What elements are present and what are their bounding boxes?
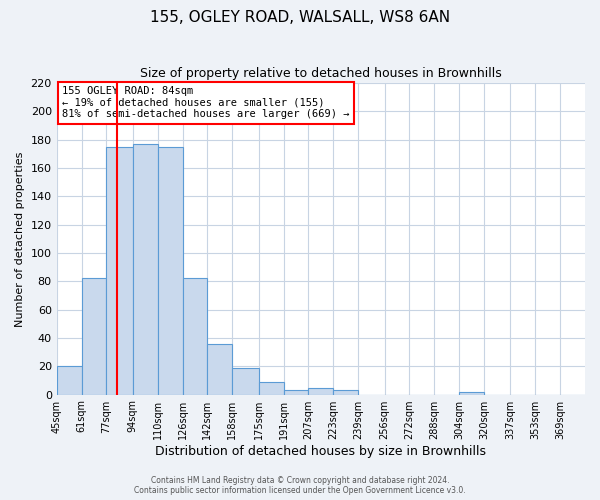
X-axis label: Distribution of detached houses by size in Brownhills: Distribution of detached houses by size … bbox=[155, 444, 487, 458]
Y-axis label: Number of detached properties: Number of detached properties bbox=[15, 151, 25, 326]
Bar bbox=[82, 278, 106, 394]
Bar bbox=[158, 147, 182, 394]
Bar bbox=[56, 366, 82, 394]
Text: Contains HM Land Registry data © Crown copyright and database right 2024.
Contai: Contains HM Land Registry data © Crown c… bbox=[134, 476, 466, 495]
Bar bbox=[308, 388, 333, 394]
Bar bbox=[106, 147, 133, 394]
Bar bbox=[333, 390, 358, 394]
Bar bbox=[284, 390, 308, 394]
Bar bbox=[208, 344, 232, 394]
Title: Size of property relative to detached houses in Brownhills: Size of property relative to detached ho… bbox=[140, 68, 502, 80]
Bar bbox=[182, 278, 208, 394]
Bar bbox=[259, 382, 284, 394]
Bar bbox=[232, 368, 259, 394]
Text: 155 OGLEY ROAD: 84sqm
← 19% of detached houses are smaller (155)
81% of semi-det: 155 OGLEY ROAD: 84sqm ← 19% of detached … bbox=[62, 86, 349, 120]
Text: 155, OGLEY ROAD, WALSALL, WS8 6AN: 155, OGLEY ROAD, WALSALL, WS8 6AN bbox=[150, 10, 450, 25]
Bar bbox=[459, 392, 484, 394]
Bar bbox=[133, 144, 158, 395]
